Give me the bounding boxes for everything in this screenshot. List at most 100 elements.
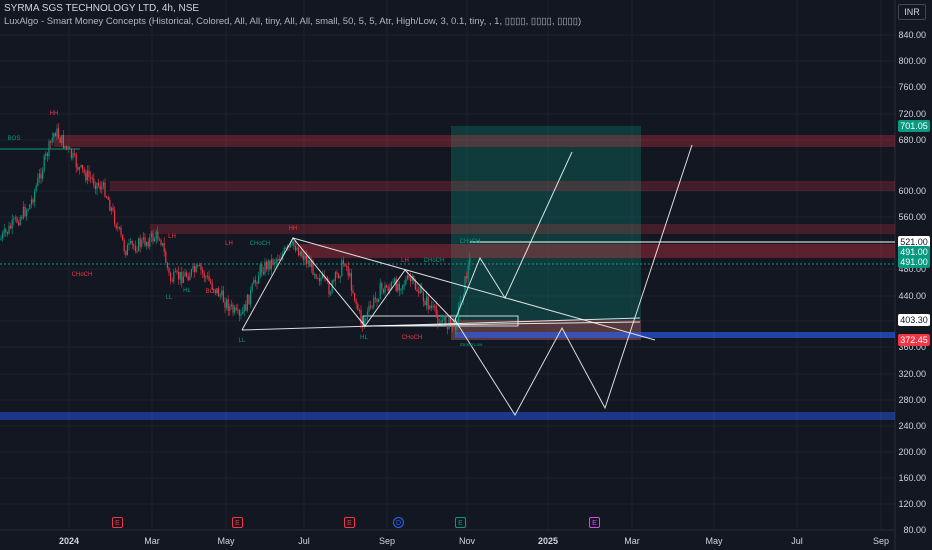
candle-body: [34, 191, 36, 203]
candle-body: [29, 204, 31, 210]
candle-body: [360, 310, 362, 325]
candle-body: [298, 247, 300, 256]
price-tick: 600.00: [898, 186, 926, 196]
candle-body: [144, 237, 146, 246]
price-tick: 240.00: [898, 421, 926, 431]
candle-body: [96, 182, 98, 190]
candle-body: [437, 314, 439, 324]
time-tick: Jul: [298, 536, 310, 546]
earnings-marker[interactable]: E: [344, 517, 355, 528]
candle-body: [253, 279, 255, 285]
price-label: 491.00: [898, 256, 930, 268]
candle-body: [432, 305, 434, 308]
candle-body: [451, 323, 453, 327]
candle-body: [342, 260, 344, 265]
candle-body: [445, 315, 447, 326]
candle-body: [86, 170, 88, 181]
candle-body: [371, 306, 373, 308]
candle-body: [450, 316, 452, 324]
candle-body: [283, 247, 285, 254]
candle-body: [291, 241, 293, 244]
candle-body: [274, 262, 276, 265]
smc-label: LH: [225, 241, 233, 247]
candle-body: [205, 276, 207, 278]
candle-body: [328, 281, 330, 295]
candle-body: [373, 297, 375, 307]
price-label: 701.05: [898, 120, 930, 132]
candle-body: [24, 206, 26, 217]
candle-body: [98, 182, 100, 186]
price-tick: 840.00: [898, 30, 926, 40]
candle-body: [221, 290, 223, 296]
candle-body: [173, 271, 175, 282]
candle-body: [310, 260, 312, 267]
candle-body: [155, 231, 157, 239]
smc-label: LL: [166, 295, 173, 301]
candle-body: [424, 301, 426, 306]
candle-body: [146, 241, 148, 246]
candle-body: [114, 210, 116, 225]
earnings-marker[interactable]: E: [589, 517, 600, 528]
candle-body: [139, 238, 141, 247]
candle-body: [224, 302, 226, 308]
earnings-marker[interactable]: E: [112, 517, 123, 528]
candle-body: [165, 251, 167, 263]
candle-body: [70, 148, 72, 158]
candle-body: [227, 299, 229, 311]
candle-body: [99, 185, 101, 190]
price-tick: 280.00: [898, 395, 926, 405]
dividend-marker[interactable]: D: [393, 517, 404, 528]
candle-body: [117, 227, 119, 229]
candle-body: [131, 241, 133, 245]
candle-body: [197, 265, 199, 267]
candle-body: [352, 290, 354, 294]
candle-body: [150, 233, 152, 238]
candle-body: [448, 316, 450, 329]
earnings-marker[interactable]: E: [232, 517, 243, 528]
candle-body: [46, 153, 48, 157]
candle-body: [38, 173, 40, 178]
candle-body: [285, 247, 287, 249]
candle-body: [59, 138, 61, 143]
candle-body: [120, 227, 122, 235]
candle-body: [264, 261, 266, 275]
candle-body: [21, 217, 23, 219]
candle-body: [184, 272, 186, 277]
candle-body: [163, 243, 165, 252]
candle-body: [110, 207, 112, 211]
candle-body: [384, 285, 386, 293]
candle-body: [443, 315, 445, 321]
candle-body: [125, 250, 127, 256]
candle-body: [192, 266, 194, 270]
candle-body: [288, 245, 290, 248]
time-tick: Nov: [458, 536, 476, 546]
candle-body: [91, 177, 93, 179]
candle-body: [118, 227, 120, 229]
candle-body: [368, 305, 370, 312]
time-tick: Mar: [624, 536, 640, 546]
candle-body: [277, 259, 279, 261]
candle-body: [421, 286, 423, 293]
candle-body: [238, 310, 240, 316]
candle-body: [104, 182, 106, 197]
candle-body: [299, 251, 301, 256]
currency-button[interactable]: INR: [898, 4, 926, 20]
price-tick: 760.00: [898, 82, 926, 92]
indicator-legend[interactable]: LuxAlgo - Smart Money Concepts (Historic…: [4, 16, 582, 27]
candle-body: [67, 147, 69, 149]
candle-body: [354, 293, 356, 301]
candle-body: [275, 259, 277, 263]
candle-body: [466, 276, 468, 279]
candle-body: [418, 291, 420, 294]
candle-body: [216, 288, 218, 293]
time-tick: Sep: [378, 536, 396, 546]
candle-body: [90, 177, 92, 179]
candle-body: [160, 240, 162, 245]
earnings-marker[interactable]: E: [455, 517, 466, 528]
candle-body: [83, 169, 85, 173]
candle-body: [85, 172, 87, 181]
candle-body: [37, 177, 39, 186]
symbol-title[interactable]: SYRMA SGS TECHNOLOGY LTD, 4h, NSE: [4, 3, 200, 14]
candle-body: [365, 318, 367, 321]
